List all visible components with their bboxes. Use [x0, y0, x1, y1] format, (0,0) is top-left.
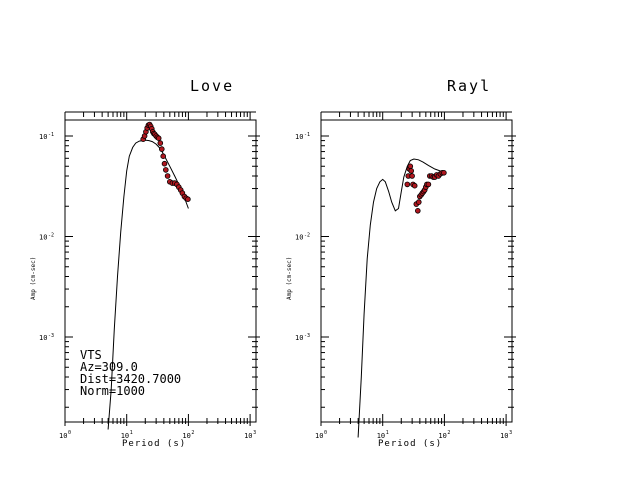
rayl-panel: Rayl 10 0 10 1 10 2 10 310 -110 -210 -3 Period (s)…: [286, 77, 516, 449]
love-xtick-label: 10: [59, 432, 67, 440]
love-xtick-label-exp: 0: [68, 430, 71, 436]
rayl-xtick-label: 10: [500, 432, 508, 440]
rayl-observed-point: [411, 182, 418, 189]
love-xtick-label-exp: 1: [130, 430, 133, 436]
rayl-observed-point: [414, 208, 421, 214]
love-panel: Love 10 0 10 1 10 2 10 310 -110 -210 -3 Period (s)…: [30, 77, 260, 449]
rayl-ylabel: Amp (cm-sec): [286, 257, 293, 300]
rayl-xtick-label: 10: [315, 432, 323, 440]
love-title: Love: [190, 77, 234, 95]
rayl-observed-point: [407, 163, 414, 170]
love-xtick-label-exp: 2: [191, 430, 194, 436]
love-points: [140, 121, 191, 203]
love-observed-point: [157, 140, 164, 146]
rayl-ytick-label: 10: [295, 133, 303, 141]
station-norm: Norm=1000: [80, 384, 145, 398]
rayl-ytick-label-exp: -2: [304, 233, 310, 239]
love-ytick-label-exp: -3: [48, 333, 54, 339]
love-observed-point: [185, 196, 191, 203]
rayl-xtick-label: 10: [438, 432, 446, 440]
love-plot-frame: [64, 119, 257, 423]
rayl-observed-point: [409, 173, 415, 179]
rayl-title: Rayl: [447, 77, 491, 95]
love-ytick-label: 10: [39, 234, 47, 242]
rayl-observed-point: [441, 170, 447, 176]
love-ytick-label: 10: [39, 133, 47, 141]
rayl-xtick-label-exp: 2: [447, 430, 450, 436]
love-xtick-label-exp: 3: [253, 430, 256, 436]
love-observed-point: [160, 153, 167, 160]
rayl-observed-point: [425, 181, 432, 188]
love-xtick-label: 10: [182, 432, 190, 440]
station-azimuth: Az=309.0: [80, 360, 138, 374]
love-observed-point: [159, 146, 165, 152]
love-xtick-label: 10: [121, 432, 129, 440]
love-observed-point: [161, 160, 168, 167]
station-distance: Dist=3420.7000: [80, 372, 181, 386]
rayl-xtick-label-exp: 3: [509, 430, 512, 436]
station-name: VTS: [80, 348, 102, 362]
station-annotation: VTS Az=309.0 Dist=3420.7000 Norm=1000: [80, 348, 181, 398]
love-xtick-label: 10: [244, 432, 252, 440]
love-ytick-label-exp: -1: [48, 132, 54, 138]
rayl-observed-point: [404, 181, 411, 188]
rayl-xtick-label: 10: [377, 432, 385, 440]
rayl-xlabel: Period (s): [378, 439, 442, 449]
love-observed-point: [155, 135, 162, 142]
rayl-axes: 10 0 10 1 10 2 10 310 -110 -210 -3: [295, 111, 516, 440]
rayl-synthetic-curve: [357, 158, 445, 438]
love-ylabel: Amp (cm-sec): [30, 257, 37, 300]
rayl-plot-frame: [320, 119, 513, 423]
rayl-ytick-label-exp: -3: [304, 333, 310, 339]
love-ytick-label: 10: [39, 334, 47, 342]
love-xlabel: Period (s): [122, 439, 186, 449]
rayl-ytick-label-exp: -1: [304, 132, 310, 138]
rayl-ytick-label: 10: [295, 234, 303, 242]
love-observed-point: [163, 167, 169, 173]
rayl-ytick-label: 10: [295, 334, 303, 342]
rayl-observed-point: [415, 199, 422, 205]
love-axes: 10 0 10 1 10 2 10 310 -110 -210 -3: [39, 111, 260, 440]
love-ytick-label-exp: -2: [48, 233, 54, 239]
rayl-xtick-label-exp: 1: [386, 430, 389, 436]
rayl-xtick-label-exp: 0: [324, 430, 327, 436]
rayl-observed-point: [408, 168, 415, 174]
love-observed-point: [164, 173, 171, 179]
rayl-points: [404, 163, 447, 214]
rayl-curve: [357, 158, 445, 438]
